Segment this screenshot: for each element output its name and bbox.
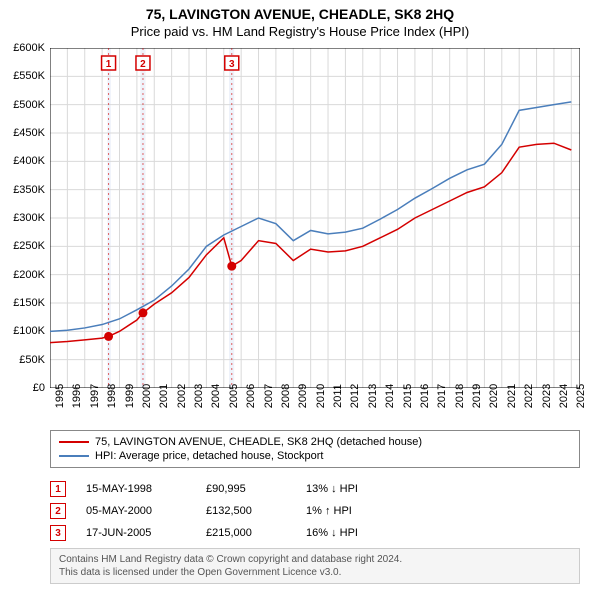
footer-attribution: Contains HM Land Registry data © Crown c… bbox=[50, 548, 580, 584]
x-tick-label: 2000 bbox=[141, 384, 153, 408]
x-tick-label: 2001 bbox=[158, 384, 170, 408]
x-tick-label: 2021 bbox=[506, 384, 518, 408]
x-tick-label: 2012 bbox=[349, 384, 361, 408]
x-tick-label: 2008 bbox=[280, 384, 292, 408]
sale-diff: 16% ↓ HPI bbox=[306, 527, 396, 539]
x-tick-label: 1998 bbox=[106, 384, 118, 408]
svg-text:2: 2 bbox=[140, 59, 146, 70]
sale-marker-icon: 3 bbox=[50, 525, 66, 541]
legend-swatch bbox=[59, 441, 89, 443]
sale-date: 15-MAY-1998 bbox=[86, 483, 186, 495]
x-tick-label: 2006 bbox=[245, 384, 257, 408]
x-tick-label: 1995 bbox=[54, 384, 66, 408]
x-tick-label: 2023 bbox=[541, 384, 553, 408]
sale-price: £90,995 bbox=[206, 483, 286, 495]
x-tick-label: 2022 bbox=[523, 384, 535, 408]
sale-row: 3 17-JUN-2005 £215,000 16% ↓ HPI bbox=[50, 522, 396, 544]
x-tick-label: 1997 bbox=[89, 384, 101, 408]
legend-swatch bbox=[59, 455, 89, 457]
svg-text:3: 3 bbox=[229, 59, 235, 70]
legend: 75, LAVINGTON AVENUE, CHEADLE, SK8 2HQ (… bbox=[50, 430, 580, 468]
chart-subtitle: Price paid vs. HM Land Registry's House … bbox=[0, 22, 600, 39]
svg-text:1: 1 bbox=[106, 59, 112, 70]
sale-row: 1 15-MAY-1998 £90,995 13% ↓ HPI bbox=[50, 478, 396, 500]
legend-label: 75, LAVINGTON AVENUE, CHEADLE, SK8 2HQ (… bbox=[95, 436, 422, 448]
y-tick-label: £300K bbox=[0, 212, 45, 224]
x-tick-label: 2010 bbox=[315, 384, 327, 408]
plot-svg: 1 2 3 bbox=[50, 48, 580, 388]
x-tick-label: 2017 bbox=[436, 384, 448, 408]
x-tick-label: 2024 bbox=[558, 384, 570, 408]
chart-area: 123 £0£50K£100K£150K£200K£250K£300K£350K… bbox=[50, 48, 580, 388]
y-tick-label: £550K bbox=[0, 70, 45, 82]
y-tick-label: £200K bbox=[0, 269, 45, 281]
y-tick-label: £0 bbox=[0, 382, 45, 394]
x-tick-label: 2004 bbox=[210, 384, 222, 408]
y-tick-label: £150K bbox=[0, 297, 45, 309]
sale-diff: 1% ↑ HPI bbox=[306, 505, 396, 517]
y-tick-label: £450K bbox=[0, 127, 45, 139]
sale-price: £132,500 bbox=[206, 505, 286, 517]
legend-label: HPI: Average price, detached house, Stoc… bbox=[95, 450, 324, 462]
y-tick-label: £100K bbox=[0, 325, 45, 337]
chart-container: 75, LAVINGTON AVENUE, CHEADLE, SK8 2HQ P… bbox=[0, 0, 600, 590]
x-tick-label: 2005 bbox=[228, 384, 240, 408]
x-tick-label: 2007 bbox=[263, 384, 275, 408]
chart-title: 75, LAVINGTON AVENUE, CHEADLE, SK8 2HQ bbox=[0, 0, 600, 22]
sale-marker-icon: 1 bbox=[50, 481, 66, 497]
x-tick-label: 1999 bbox=[124, 384, 136, 408]
x-tick-label: 2018 bbox=[454, 384, 466, 408]
y-tick-label: £250K bbox=[0, 240, 45, 252]
x-tick-label: 2019 bbox=[471, 384, 483, 408]
x-tick-label: 2003 bbox=[193, 384, 205, 408]
y-tick-label: £350K bbox=[0, 184, 45, 196]
y-tick-label: £500K bbox=[0, 99, 45, 111]
x-tick-label: 2025 bbox=[575, 384, 587, 408]
sale-row: 2 05-MAY-2000 £132,500 1% ↑ HPI bbox=[50, 500, 396, 522]
x-tick-label: 2009 bbox=[297, 384, 309, 408]
x-tick-label: 2015 bbox=[402, 384, 414, 408]
x-tick-label: 2016 bbox=[419, 384, 431, 408]
sale-diff: 13% ↓ HPI bbox=[306, 483, 396, 495]
sale-price: £215,000 bbox=[206, 527, 286, 539]
x-tick-label: 2020 bbox=[488, 384, 500, 408]
x-tick-label: 2011 bbox=[332, 384, 344, 408]
sale-date: 17-JUN-2005 bbox=[86, 527, 186, 539]
x-tick-label: 2013 bbox=[367, 384, 379, 408]
y-tick-label: £600K bbox=[0, 42, 45, 54]
x-tick-label: 2014 bbox=[384, 384, 396, 408]
sale-marker-icon: 2 bbox=[50, 503, 66, 519]
footer-line1: Contains HM Land Registry data © Crown c… bbox=[59, 553, 571, 566]
x-tick-label: 1996 bbox=[71, 384, 83, 408]
legend-item: HPI: Average price, detached house, Stoc… bbox=[59, 449, 571, 463]
x-tick-label: 2002 bbox=[176, 384, 188, 408]
y-tick-label: £50K bbox=[0, 354, 45, 366]
legend-item: 75, LAVINGTON AVENUE, CHEADLE, SK8 2HQ (… bbox=[59, 435, 571, 449]
sales-table: 1 15-MAY-1998 £90,995 13% ↓ HPI 2 05-MAY-2000… bbox=[50, 478, 396, 544]
y-tick-label: £400K bbox=[0, 155, 45, 167]
sale-date: 05-MAY-2000 bbox=[86, 505, 186, 517]
footer-line2: This data is licensed under the Open Gov… bbox=[59, 566, 571, 579]
